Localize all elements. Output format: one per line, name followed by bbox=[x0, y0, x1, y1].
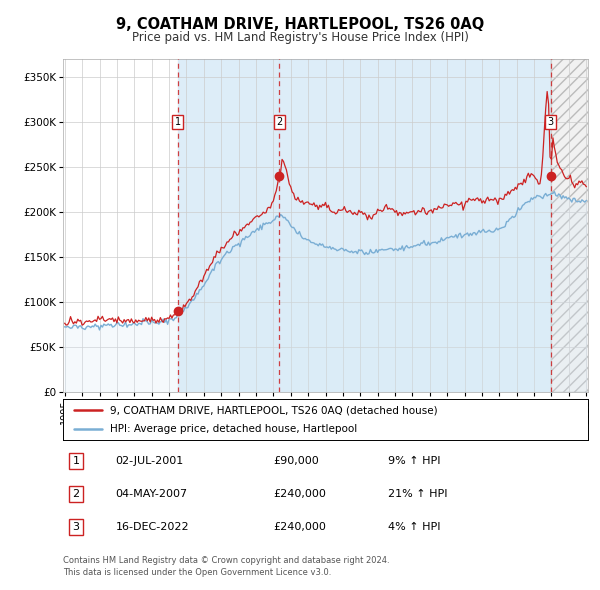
Bar bbox=[178, 59, 279, 392]
Text: 3: 3 bbox=[548, 117, 554, 127]
Text: 4% ↑ HPI: 4% ↑ HPI bbox=[389, 522, 441, 532]
Text: 02-JUL-2001: 02-JUL-2001 bbox=[115, 456, 184, 466]
Text: Contains HM Land Registry data © Crown copyright and database right 2024.: Contains HM Land Registry data © Crown c… bbox=[63, 556, 389, 565]
Text: £90,000: £90,000 bbox=[273, 456, 319, 466]
Text: 04-MAY-2007: 04-MAY-2007 bbox=[115, 489, 188, 499]
Text: 1: 1 bbox=[175, 117, 181, 127]
Text: Price paid vs. HM Land Registry's House Price Index (HPI): Price paid vs. HM Land Registry's House … bbox=[131, 31, 469, 44]
Bar bbox=[551, 59, 592, 392]
Text: 21% ↑ HPI: 21% ↑ HPI bbox=[389, 489, 448, 499]
Text: £240,000: £240,000 bbox=[273, 522, 326, 532]
Text: 16-DEC-2022: 16-DEC-2022 bbox=[115, 522, 189, 532]
Text: This data is licensed under the Open Government Licence v3.0.: This data is licensed under the Open Gov… bbox=[63, 568, 331, 576]
Text: 9, COATHAM DRIVE, HARTLEPOOL, TS26 0AQ (detached house): 9, COATHAM DRIVE, HARTLEPOOL, TS26 0AQ (… bbox=[110, 406, 438, 416]
Text: 1: 1 bbox=[73, 456, 80, 466]
Text: 9, COATHAM DRIVE, HARTLEPOOL, TS26 0AQ: 9, COATHAM DRIVE, HARTLEPOOL, TS26 0AQ bbox=[116, 17, 484, 31]
Text: 9% ↑ HPI: 9% ↑ HPI bbox=[389, 456, 441, 466]
Text: HPI: Average price, detached house, Hartlepool: HPI: Average price, detached house, Hart… bbox=[110, 424, 358, 434]
Text: 2: 2 bbox=[276, 117, 282, 127]
Text: 2: 2 bbox=[73, 489, 80, 499]
Bar bbox=[551, 59, 592, 392]
Text: £240,000: £240,000 bbox=[273, 489, 326, 499]
Text: 3: 3 bbox=[73, 522, 80, 532]
Bar bbox=[279, 59, 551, 392]
